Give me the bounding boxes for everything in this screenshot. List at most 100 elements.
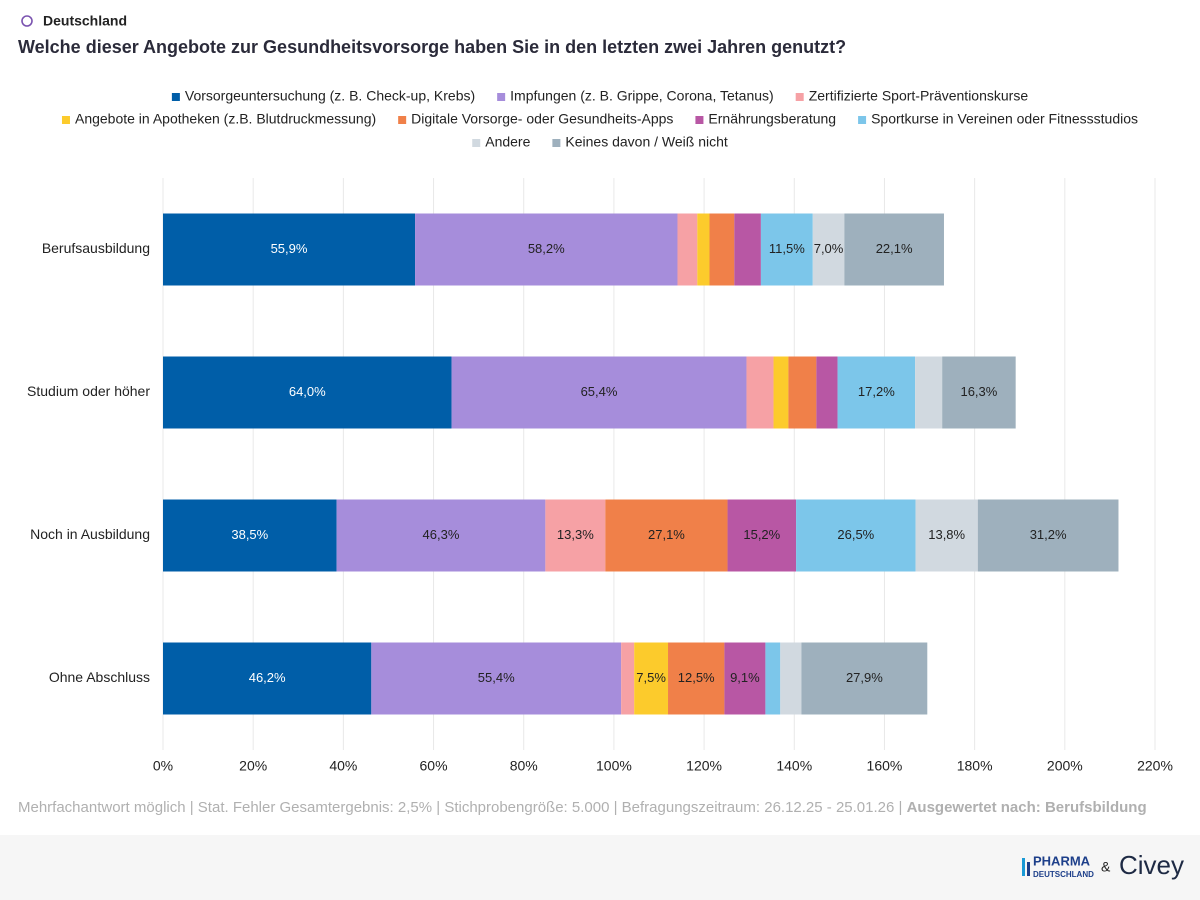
- legend-label: Ernährungsberatung: [708, 111, 836, 127]
- bar-segment: [773, 356, 789, 429]
- chart-title: Welche dieser Angebote zur Gesundheitsvo…: [18, 37, 846, 57]
- y-tick-label: Ohne Abschluss: [49, 669, 150, 685]
- legend-swatch: [552, 139, 561, 147]
- value-label: 16,3%: [960, 384, 997, 399]
- bar-segment: [621, 642, 635, 715]
- legend-row: Andere Keines davon / Weiß nicht: [472, 134, 728, 150]
- y-tick-label: Berufsausbildung: [42, 240, 150, 256]
- value-label: 7,0%: [814, 241, 844, 256]
- value-label: 22,1%: [876, 241, 913, 256]
- bar-segment: [760, 213, 813, 286]
- value-label: 55,9%: [271, 241, 308, 256]
- value-label: 12,5%: [678, 670, 715, 685]
- bar-segment: [734, 213, 761, 286]
- legend-label: Angebote in Apotheken (z.B. Blutdruckmes…: [75, 111, 376, 127]
- bar-segment: [724, 642, 766, 715]
- legend-row: Angebote in Apotheken (z.B. Blutdruckmes…: [61, 111, 1138, 127]
- value-label: 64,0%: [289, 384, 326, 399]
- value-label: 46,3%: [423, 527, 460, 542]
- x-tick-label: 140%: [776, 758, 812, 774]
- bar-segment: [163, 642, 372, 715]
- value-label: 55,4%: [478, 670, 515, 685]
- legend-swatch: [497, 93, 506, 101]
- legend-label: Keines davon / Weiß nicht: [565, 134, 727, 150]
- legend-label: Digitale Vorsorge- oder Gesundheits-Apps: [411, 111, 673, 127]
- bar-segment: [163, 499, 337, 572]
- y-tick-label: Noch in Ausbildung: [30, 526, 150, 542]
- footnote-text: Mehrfachantwort möglich | Stat. Fehler G…: [18, 799, 902, 816]
- brand-mark: [1022, 858, 1025, 876]
- footer-band: [0, 835, 1200, 900]
- value-label: 7,5%: [636, 670, 666, 685]
- x-tick-label: 80%: [510, 758, 538, 774]
- brand-sub: DEUTSCHLAND: [1033, 870, 1094, 879]
- bar-segment: [977, 499, 1119, 572]
- x-tick-label: 200%: [1047, 758, 1083, 774]
- brand-name: PHARMA: [1033, 853, 1091, 868]
- legend-swatch: [61, 116, 70, 124]
- bar-segment: [816, 356, 838, 429]
- bar-segment: [765, 642, 781, 715]
- bar-segment: [746, 356, 774, 429]
- legend-swatch: [398, 116, 407, 124]
- x-tick-label: 100%: [596, 758, 632, 774]
- bar-segment: [605, 499, 728, 572]
- region-icon: [21, 15, 33, 27]
- value-label: 46,2%: [249, 670, 286, 685]
- value-label: 17,2%: [858, 384, 895, 399]
- legend-row: Vorsorgeuntersuchung (z. B. Check-up, Kr…: [171, 88, 1029, 104]
- legend-label: Andere: [485, 134, 530, 150]
- bar-segment: [545, 499, 606, 572]
- y-tick-label: Studium oder höher: [27, 383, 150, 399]
- x-tick-label: 180%: [957, 758, 993, 774]
- bar-segment: [801, 642, 928, 715]
- bar-segment: [451, 356, 747, 429]
- bar-segment: [915, 499, 978, 572]
- bar-segment: [163, 356, 452, 429]
- footnote: Mehrfachantwort möglich | Stat. Fehler G…: [18, 799, 1147, 816]
- legend-swatch: [858, 116, 867, 124]
- x-tick-label: 120%: [686, 758, 722, 774]
- value-label: 58,2%: [528, 241, 565, 256]
- bar-segment: [709, 213, 735, 286]
- bar-segment: [837, 356, 916, 429]
- value-label: 26,5%: [837, 527, 874, 542]
- bar-segment: [697, 213, 710, 286]
- x-tick-label: 40%: [329, 758, 357, 774]
- value-label: 27,1%: [648, 527, 685, 542]
- value-label: 15,2%: [743, 527, 780, 542]
- bar-segment: [942, 356, 1016, 429]
- bar-segment: [844, 213, 944, 286]
- value-label: 9,1%: [730, 670, 760, 685]
- value-label: 13,3%: [557, 527, 594, 542]
- x-tick-label: 20%: [239, 758, 267, 774]
- brand-name: Civey: [1119, 850, 1184, 880]
- value-label: 31,2%: [1030, 527, 1067, 542]
- bar-segment: [796, 499, 916, 572]
- x-tick-label: 220%: [1137, 758, 1173, 774]
- legend-label: Vorsorgeuntersuchung (z. B. Check-up, Kr…: [185, 88, 475, 104]
- region: Deutschland: [43, 13, 127, 29]
- x-tick-label: 0%: [153, 758, 173, 774]
- bar-segment: [415, 213, 678, 286]
- legend-label: Sportkurse in Vereinen oder Fitnessstudi…: [871, 111, 1138, 127]
- bar-segment: [634, 642, 669, 715]
- value-label: 13,8%: [928, 527, 965, 542]
- bar-segment: [812, 213, 845, 286]
- legend-swatch: [795, 93, 804, 101]
- bar-segment: [668, 642, 725, 715]
- value-label: 11,5%: [769, 241, 805, 256]
- bar-segment: [677, 213, 698, 286]
- bar-segment: [788, 356, 817, 429]
- brand-amp: &: [1101, 859, 1111, 875]
- x-tick-label: 160%: [867, 758, 903, 774]
- legend-swatch: [472, 139, 481, 147]
- legend-label: Zertifizierte Sport-Präventionskurse: [809, 88, 1029, 104]
- legend-swatch: [695, 116, 704, 124]
- bar-segment: [915, 356, 943, 429]
- brand-mark: [1027, 862, 1030, 876]
- x-tick-label: 60%: [420, 758, 448, 774]
- bar-segment: [371, 642, 622, 715]
- legend-label: Impfungen (z. B. Grippe, Corona, Tetanus…: [510, 88, 774, 104]
